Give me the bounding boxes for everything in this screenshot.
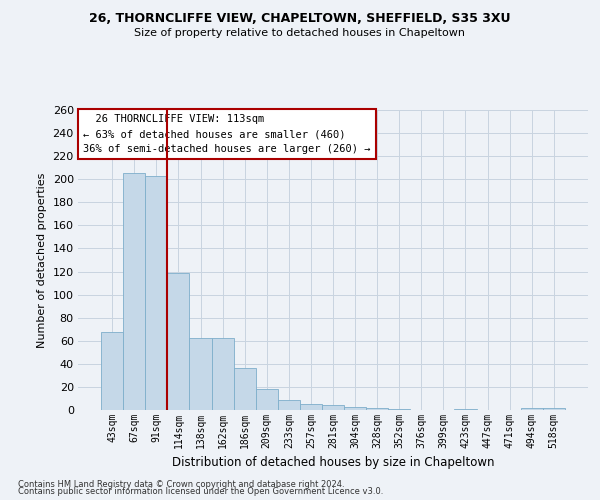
Bar: [366, 408, 388, 410]
Bar: [101, 332, 123, 410]
Text: Size of property relative to detached houses in Chapeltown: Size of property relative to detached ho…: [134, 28, 466, 38]
Bar: [233, 368, 256, 410]
Bar: [123, 174, 145, 410]
Bar: [344, 406, 366, 410]
Bar: [212, 338, 233, 410]
Bar: [145, 176, 167, 410]
Bar: [543, 408, 565, 410]
Bar: [190, 338, 212, 410]
Text: Contains public sector information licensed under the Open Government Licence v3: Contains public sector information licen…: [18, 488, 383, 496]
Bar: [322, 406, 344, 410]
Bar: [278, 400, 300, 410]
X-axis label: Distribution of detached houses by size in Chapeltown: Distribution of detached houses by size …: [172, 456, 494, 469]
Bar: [521, 408, 543, 410]
Text: Contains HM Land Registry data © Crown copyright and database right 2024.: Contains HM Land Registry data © Crown c…: [18, 480, 344, 489]
Text: 26 THORNCLIFFE VIEW: 113sqm  
← 63% of detached houses are smaller (460)
36% of : 26 THORNCLIFFE VIEW: 113sqm ← 63% of det…: [83, 114, 371, 154]
Bar: [454, 409, 476, 410]
Text: 26, THORNCLIFFE VIEW, CHAPELTOWN, SHEFFIELD, S35 3XU: 26, THORNCLIFFE VIEW, CHAPELTOWN, SHEFFI…: [89, 12, 511, 26]
Bar: [167, 272, 190, 410]
Bar: [300, 404, 322, 410]
Bar: [388, 409, 410, 410]
Y-axis label: Number of detached properties: Number of detached properties: [37, 172, 47, 348]
Bar: [256, 389, 278, 410]
